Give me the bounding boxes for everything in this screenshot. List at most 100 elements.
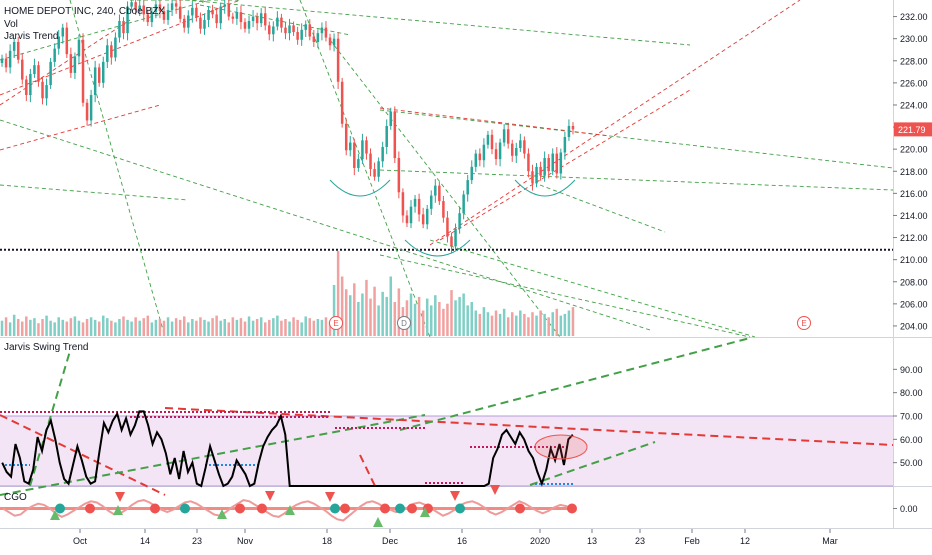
candle-body <box>16 41 20 60</box>
symbol-legend[interactable]: HOME DEPOT INC, 240, Cboe BZX <box>4 6 165 18</box>
candle <box>276 11 279 31</box>
candle <box>421 207 425 229</box>
oscillator-trend-line <box>0 414 166 496</box>
volume-bar <box>154 319 158 336</box>
candle <box>53 43 56 67</box>
price-tick-label: 216.00 <box>900 189 928 199</box>
volume-bar <box>191 319 194 336</box>
candle <box>122 17 125 40</box>
candle-body <box>0 58 4 63</box>
candle <box>77 34 81 64</box>
candle-body <box>543 158 546 176</box>
volume-legend[interactable]: Vol <box>4 19 18 31</box>
volume-bar <box>308 318 312 336</box>
event-marker-circle <box>797 316 811 330</box>
candle <box>458 206 461 234</box>
volume-bar <box>555 308 559 336</box>
volume-bar <box>434 295 437 336</box>
cgo-dot <box>150 503 160 514</box>
oscillator-trend-line <box>529 441 656 486</box>
candle-body <box>405 215 409 224</box>
candle <box>340 77 344 128</box>
candle-body <box>29 74 32 96</box>
volume-bar <box>8 322 12 336</box>
candle <box>349 136 352 157</box>
candle <box>146 10 150 26</box>
candle <box>377 157 380 182</box>
jarvis-legend[interactable]: Jarvis Swing Trend <box>4 342 88 354</box>
candle-body <box>53 48 56 62</box>
candle-body <box>478 153 482 161</box>
volume-bar <box>187 322 190 336</box>
candle-body <box>373 169 376 177</box>
candle-body <box>73 56 77 73</box>
volume-bar <box>284 319 287 336</box>
volume-bar <box>49 320 52 336</box>
candle-body <box>425 208 429 225</box>
volume-bar <box>397 288 401 336</box>
volume-bar <box>535 315 538 336</box>
candle-body <box>162 11 166 20</box>
volume-bar <box>357 302 360 336</box>
candle <box>486 130 490 149</box>
candle <box>154 0 158 19</box>
candle-body <box>300 29 303 40</box>
candles <box>0 0 575 254</box>
jarvis-title: Jarvis Swing Trend <box>4 342 89 353</box>
time-tick-label: 2020 <box>530 536 550 546</box>
candle <box>118 14 121 43</box>
overlay-legend[interactable]: Jarvis Trend <box>4 31 58 43</box>
volume-bar <box>312 320 316 336</box>
volume-bar <box>349 295 352 336</box>
volume-bar <box>122 316 125 336</box>
cgo-triangle <box>265 491 275 501</box>
oscillator-highlight <box>534 434 588 460</box>
candle-body <box>276 17 279 27</box>
candle-body <box>361 140 364 160</box>
volume-bar <box>527 317 530 336</box>
candle <box>235 6 239 25</box>
candle-body <box>446 217 449 237</box>
candle <box>215 7 218 29</box>
volume-bar <box>235 319 239 336</box>
volume-bar <box>268 319 271 336</box>
volume-bar <box>458 296 461 336</box>
candle-body <box>284 27 287 34</box>
candle-body <box>458 213 461 229</box>
candle <box>482 138 486 168</box>
volume-bar <box>494 310 498 336</box>
volume-bar <box>170 321 174 336</box>
volume-bar <box>174 318 178 336</box>
volume-bar <box>97 321 101 336</box>
price-tick-label: 206.00 <box>900 299 928 309</box>
candle <box>425 204 429 230</box>
symbol-title: HOME DEPOT INC, 240, Cboe BZX <box>4 6 165 17</box>
candle <box>16 36 20 64</box>
candle <box>332 33 336 52</box>
candle <box>474 149 478 172</box>
volume-bar <box>559 315 563 336</box>
candle-body <box>336 38 340 82</box>
cgo-indicator <box>0 485 577 527</box>
volume-bar <box>365 279 368 336</box>
candle-body <box>510 143 514 156</box>
candle-body <box>122 20 125 34</box>
volume-bar <box>110 320 113 336</box>
volume-bar <box>446 303 449 336</box>
candle <box>195 3 198 22</box>
trend-line-red <box>0 19 131 106</box>
time-tick-label: 12 <box>740 536 750 546</box>
cgo-dot <box>380 503 390 514</box>
candle <box>519 133 522 152</box>
candle-body <box>118 20 121 38</box>
volume-bar <box>259 317 263 336</box>
cgo-legend[interactable]: CGO <box>4 492 27 504</box>
candle <box>300 23 303 46</box>
candle <box>429 190 433 215</box>
candle <box>336 32 340 89</box>
candle-body <box>154 4 158 13</box>
candle-body <box>89 95 93 121</box>
candle <box>454 223 457 251</box>
candle-body <box>219 6 222 24</box>
volume-bar <box>361 293 364 336</box>
